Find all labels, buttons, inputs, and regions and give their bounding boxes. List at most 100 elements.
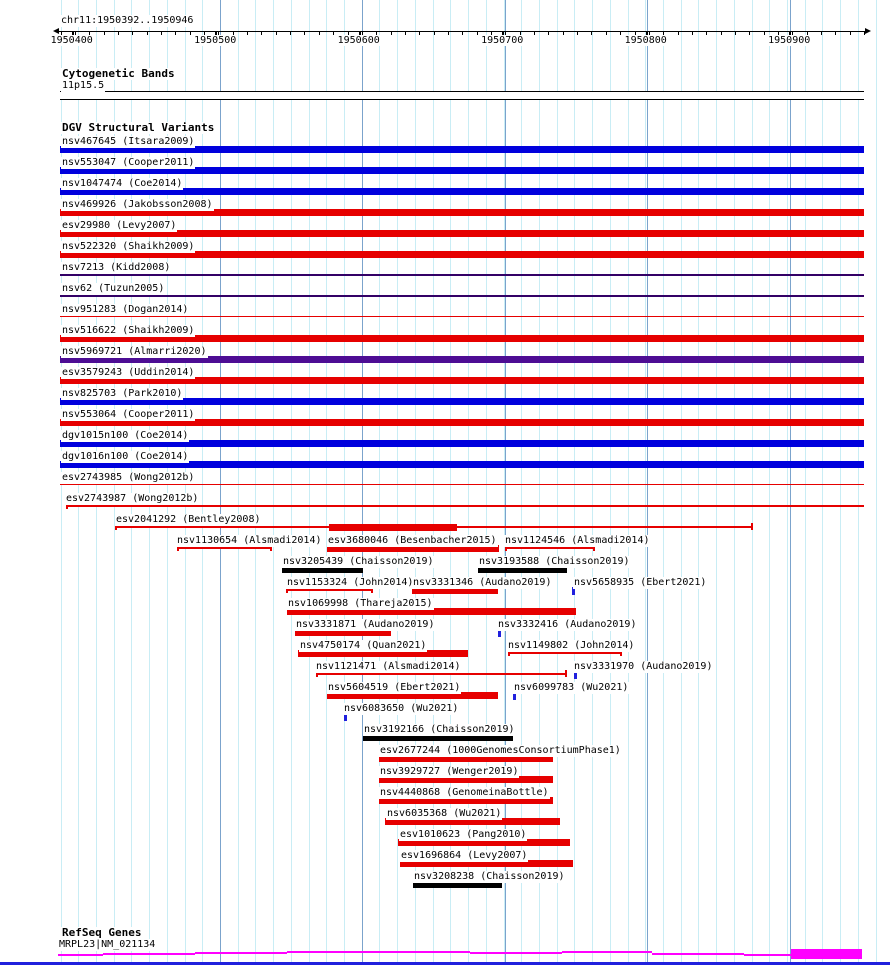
variant-label[interactable]: esv3579243 (Uddin2014)	[61, 367, 196, 379]
variant-bar[interactable]	[400, 860, 573, 867]
variant-label[interactable]: nsv1121471 (Alsmadi2014)	[315, 661, 462, 673]
variant-line[interactable]	[286, 589, 373, 591]
variant-bar[interactable]	[412, 587, 498, 594]
variant-label[interactable]: dgv1015n100 (Coe2014)	[61, 430, 190, 442]
variant-label[interactable]: esv1010623 (Pang2010)	[399, 829, 528, 841]
variant-label[interactable]: nsv1153324 (John2014)	[286, 577, 415, 589]
variant-line[interactable]	[60, 316, 864, 317]
variant-label[interactable]: dgv1016n100 (Coe2014)	[61, 451, 190, 463]
ruler-tick	[663, 31, 665, 35]
grid-line	[326, 0, 328, 962]
variant-bar[interactable]	[295, 629, 391, 636]
variant-point[interactable]	[513, 692, 516, 700]
variant-label[interactable]: nsv522320 (Shaikh2009)	[61, 241, 196, 253]
variant-label[interactable]: nsv3192166 (Chaisson2019)	[363, 724, 516, 736]
variant-bar[interactable]	[363, 734, 513, 741]
variant-label[interactable]: esv2041292 (Bentley2008)	[115, 514, 262, 526]
variant-label[interactable]: nsv516622 (Shaikh2009)	[61, 325, 196, 337]
variant-label[interactable]: nsv7213 (Kidd2008)	[61, 262, 172, 274]
ruler-tick	[677, 31, 679, 35]
variant-line[interactable]	[177, 547, 272, 549]
variant-line[interactable]	[60, 295, 864, 297]
variant-bar[interactable]	[287, 608, 576, 615]
variant-label[interactable]: nsv3193588 (Chaisson2019)	[478, 556, 631, 568]
variant-point[interactable]	[574, 671, 577, 679]
gene-label[interactable]: MRPL23|NM_021134	[58, 939, 157, 951]
variant-label[interactable]: nsv3332416 (Audano2019)	[497, 619, 638, 631]
variant-bar[interactable]	[60, 419, 864, 426]
variant-bar[interactable]	[60, 377, 864, 384]
variant-thick-segment[interactable]	[329, 524, 457, 531]
variant-bar[interactable]	[60, 356, 864, 363]
variant-bar[interactable]	[60, 335, 864, 342]
variant-line[interactable]	[60, 274, 864, 276]
variant-line[interactable]	[505, 547, 595, 549]
variant-bar[interactable]	[60, 398, 864, 405]
variant-point[interactable]	[498, 629, 501, 637]
variant-label[interactable]: nsv467645 (Itsara2009)	[61, 136, 196, 148]
variant-label[interactable]: nsv951283 (Dogan2014)	[61, 304, 190, 316]
variant-bar[interactable]	[327, 545, 499, 552]
variant-label[interactable]: nsv553064 (Cooper2011)	[61, 409, 196, 421]
variant-label[interactable]: nsv825703 (Park2010)	[61, 388, 184, 400]
ruler-tick	[60, 31, 62, 35]
variant-line[interactable]	[316, 673, 567, 675]
variant-bar[interactable]	[60, 188, 864, 195]
variant-point[interactable]	[344, 713, 347, 721]
variant-bar[interactable]	[413, 881, 502, 888]
variant-bar[interactable]	[60, 461, 864, 468]
ruler-tick	[347, 31, 349, 35]
variant-label[interactable]: nsv6099783 (Wu2021)	[513, 682, 630, 694]
variant-bar[interactable]	[379, 797, 553, 804]
variant-label[interactable]: nsv1149802 (John2014)	[507, 640, 636, 652]
variant-bar[interactable]	[60, 167, 864, 174]
variant-bar[interactable]	[282, 566, 363, 573]
variant-line[interactable]	[60, 484, 864, 485]
variant-line[interactable]	[508, 652, 622, 654]
variant-line[interactable]	[66, 505, 864, 507]
variant-label[interactable]: esv1696864 (Levy2007)	[400, 850, 529, 862]
variant-bar[interactable]	[60, 251, 864, 258]
variant-label[interactable]: nsv1069998 (Thareja2015)	[287, 598, 434, 610]
variant-point[interactable]	[572, 587, 575, 595]
variant-label[interactable]: esv2743987 (Wong2012b)	[65, 493, 200, 505]
variant-bar[interactable]	[398, 839, 570, 846]
variant-bar[interactable]	[379, 755, 553, 762]
variant-bar[interactable]	[379, 776, 553, 783]
variant-label[interactable]: nsv3929727 (Wenger2019)	[379, 766, 520, 778]
ruler-tick	[433, 31, 435, 35]
variant-label[interactable]: nsv553047 (Cooper2011)	[61, 157, 196, 169]
variant-label[interactable]: nsv62 (Tuzun2005)	[61, 283, 166, 295]
variant-label[interactable]: nsv5658935 (Ebert2021)	[573, 577, 708, 589]
variant-label[interactable]: nsv1124546 (Alsmadi2014)	[504, 535, 651, 547]
variant-label[interactable]: nsv1130654 (Alsmadi2014)	[176, 535, 323, 547]
variant-label[interactable]: esv2743985 (Wong2012b)	[61, 472, 196, 484]
variant-label[interactable]: esv2677244 (1000GenomesConsortiumPhase1)	[379, 745, 622, 757]
variant-label[interactable]: nsv4440868 (GenomeinaBottle)	[379, 787, 550, 799]
variant-label[interactable]: nsv1047474 (Coe2014)	[61, 178, 184, 190]
variant-bar[interactable]	[478, 566, 567, 573]
variant-bar[interactable]	[298, 650, 468, 657]
variant-label[interactable]: nsv4750174 (Quan2021)	[299, 640, 428, 652]
variant-bar[interactable]	[60, 209, 864, 216]
variant-label[interactable]: nsv3208238 (Chaisson2019)	[413, 871, 566, 883]
variant-label[interactable]: nsv469926 (Jakobsson2008)	[61, 199, 214, 211]
variant-label[interactable]: nsv3331871 (Audano2019)	[295, 619, 436, 631]
variant-bar[interactable]	[60, 440, 864, 447]
variant-bar[interactable]	[60, 146, 864, 153]
variant-label[interactable]: esv29980 (Levy2007)	[61, 220, 178, 232]
variant-label[interactable]: nsv5969721 (Almarri2020)	[61, 346, 208, 358]
ruler-tick	[462, 31, 464, 35]
variant-label[interactable]: nsv6083650 (Wu2021)	[343, 703, 460, 715]
gene-exon[interactable]	[791, 949, 862, 959]
variant-bar[interactable]	[327, 692, 498, 699]
variant-label[interactable]: nsv3331346 (Audano2019)	[412, 577, 553, 589]
cytoband-bar[interactable]	[60, 91, 864, 100]
variant-label[interactable]: nsv5604519 (Ebert2021)	[327, 682, 462, 694]
variant-bar[interactable]	[60, 230, 864, 237]
variant-label[interactable]: nsv3331970 (Audano2019)	[573, 661, 714, 673]
variant-label[interactable]: nsv6035368 (Wu2021)	[386, 808, 503, 820]
variant-label[interactable]: nsv3205439 (Chaisson2019)	[282, 556, 435, 568]
variant-label[interactable]: esv3680046 (Besenbacher2015)	[327, 535, 498, 547]
variant-bar[interactable]	[385, 818, 560, 825]
